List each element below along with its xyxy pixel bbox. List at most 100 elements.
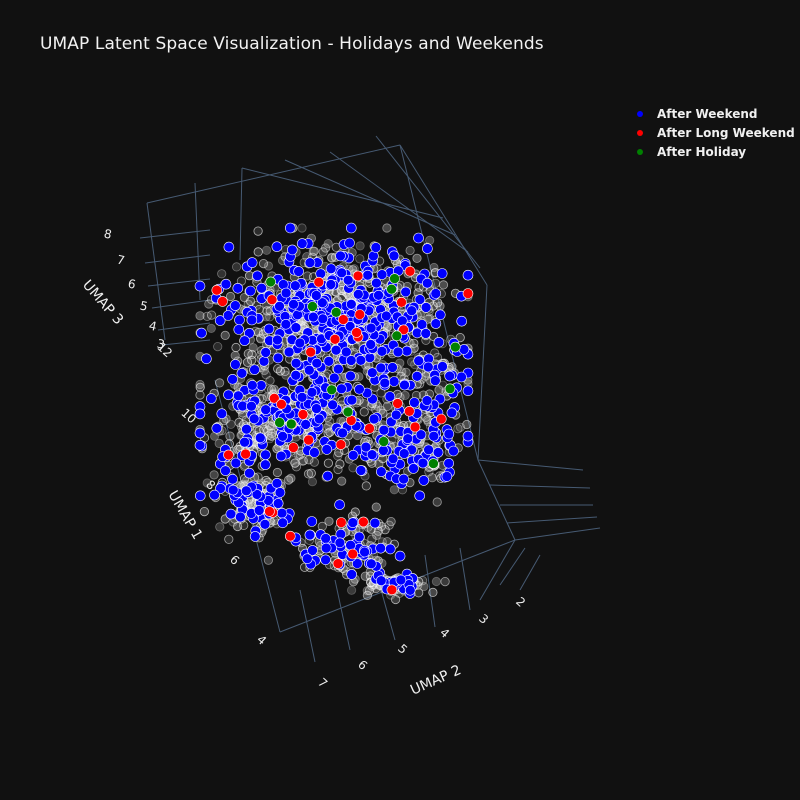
after-weekend-point[interactable] (330, 344, 342, 356)
after-weekend-point[interactable] (395, 574, 407, 586)
after-weekend-point[interactable] (409, 397, 420, 408)
after-weekend-point[interactable] (462, 430, 474, 442)
after-weekend-point[interactable] (362, 269, 374, 281)
after-weekend-point[interactable] (274, 487, 286, 498)
after-long-weekend-point[interactable] (313, 276, 325, 288)
after-weekend-point[interactable] (420, 302, 432, 313)
after-weekend-point[interactable] (215, 483, 226, 494)
after-weekend-point[interactable] (209, 489, 220, 501)
after-weekend-point[interactable] (230, 457, 242, 469)
after-weekend-point[interactable] (359, 546, 370, 558)
after-weekend-point[interactable] (201, 353, 212, 365)
after-weekend-point[interactable] (272, 352, 284, 364)
after-weekend-point[interactable] (421, 395, 433, 406)
after-weekend-point[interactable] (346, 569, 358, 580)
after-weekend-point[interactable] (280, 287, 292, 299)
after-weekend-point[interactable] (336, 267, 348, 279)
after-weekend-point[interactable] (430, 288, 442, 299)
after-weekend-point[interactable] (428, 430, 440, 442)
after-weekend-point[interactable] (458, 344, 470, 355)
legend-item-after-holiday[interactable]: After Holiday (634, 142, 795, 161)
after-weekend-point[interactable] (246, 257, 258, 268)
after-weekend-point[interactable] (375, 542, 386, 554)
after-weekend-point[interactable] (443, 457, 455, 469)
after-holiday-point[interactable] (274, 417, 285, 428)
after-long-weekend-point[interactable] (352, 270, 364, 282)
after-weekend-point[interactable] (408, 463, 419, 474)
after-weekend-point[interactable] (254, 432, 266, 444)
after-weekend-point[interactable] (235, 511, 246, 523)
after-weekend-point[interactable] (420, 328, 432, 339)
after-weekend-point[interactable] (227, 473, 238, 485)
after-weekend-point[interactable] (444, 370, 456, 382)
after-long-weekend-point[interactable] (240, 448, 251, 460)
after-weekend-point[interactable] (223, 241, 235, 253)
after-holiday-point[interactable] (342, 406, 354, 418)
after-weekend-point[interactable] (233, 390, 244, 402)
after-long-weekend-point[interactable] (288, 442, 299, 453)
after-weekend-point[interactable] (227, 484, 239, 496)
after-weekend-point[interactable] (422, 243, 433, 254)
after-long-weekend-point[interactable] (335, 439, 347, 450)
after-weekend-point[interactable] (375, 575, 387, 587)
after-weekend-point[interactable] (345, 370, 356, 382)
after-weekend-point[interactable] (320, 554, 331, 566)
after-weekend-point[interactable] (311, 357, 323, 369)
after-weekend-point[interactable] (433, 336, 445, 348)
after-weekend-point[interactable] (462, 269, 474, 281)
after-weekend-point[interactable] (277, 430, 288, 442)
after-weekend-point[interactable] (272, 498, 284, 509)
after-weekend-point[interactable] (423, 444, 434, 456)
after-weekend-point[interactable] (239, 335, 250, 347)
after-weekend-point[interactable] (462, 385, 474, 397)
after-long-weekend-point[interactable] (347, 548, 359, 560)
after-weekend-point[interactable] (211, 422, 223, 434)
after-weekend-point[interactable] (271, 241, 283, 252)
after-weekend-point[interactable] (194, 439, 206, 451)
after-holiday-point[interactable] (285, 418, 297, 430)
after-weekend-point[interactable] (336, 383, 347, 395)
after-weekend-point[interactable] (334, 537, 346, 549)
after-weekend-point[interactable] (206, 393, 217, 404)
after-long-weekend-point[interactable] (398, 324, 409, 336)
legend-item-after-weekend[interactable]: After Weekend (634, 104, 795, 123)
after-weekend-point[interactable] (301, 553, 313, 565)
after-weekend-point[interactable] (232, 282, 244, 294)
after-weekend-point[interactable] (275, 450, 287, 462)
after-weekend-point[interactable] (365, 322, 377, 334)
after-weekend-point[interactable] (378, 445, 389, 456)
after-weekend-point[interactable] (401, 345, 413, 357)
after-weekend-point[interactable] (384, 543, 396, 555)
after-weekend-point[interactable] (375, 466, 387, 478)
after-weekend-point[interactable] (241, 423, 252, 435)
after-weekend-point[interactable] (313, 413, 325, 425)
after-weekend-point[interactable] (249, 531, 261, 542)
after-holiday-point[interactable] (307, 301, 318, 312)
after-weekend-point[interactable] (260, 449, 271, 461)
after-weekend-point[interactable] (307, 545, 318, 556)
after-weekend-point[interactable] (277, 517, 289, 529)
after-weekend-point[interactable] (304, 257, 316, 269)
after-weekend-point[interactable] (227, 373, 238, 385)
after-weekend-point[interactable] (293, 266, 304, 277)
after-long-weekend-point[interactable] (276, 398, 287, 410)
after-holiday-point[interactable] (389, 273, 400, 284)
after-weekend-point[interactable] (354, 383, 365, 395)
after-weekend-point[interactable] (194, 280, 206, 292)
after-weekend-point[interactable] (306, 386, 318, 398)
after-weekend-point[interactable] (303, 364, 315, 376)
after-weekend-point[interactable] (237, 400, 248, 412)
after-weekend-point[interactable] (355, 465, 367, 476)
after-weekend-point[interactable] (334, 499, 345, 511)
after-weekend-point[interactable] (422, 361, 434, 373)
after-weekend-point[interactable] (398, 448, 410, 459)
after-weekend-point[interactable] (322, 470, 334, 482)
after-long-weekend-point[interactable] (268, 392, 280, 404)
after-weekend-point[interactable] (290, 357, 302, 369)
after-weekend-point[interactable] (214, 315, 226, 326)
after-long-weekend-point[interactable] (264, 506, 275, 517)
after-holiday-point[interactable] (428, 458, 439, 469)
after-weekend-point[interactable] (304, 529, 316, 541)
after-weekend-point[interactable] (387, 362, 398, 373)
